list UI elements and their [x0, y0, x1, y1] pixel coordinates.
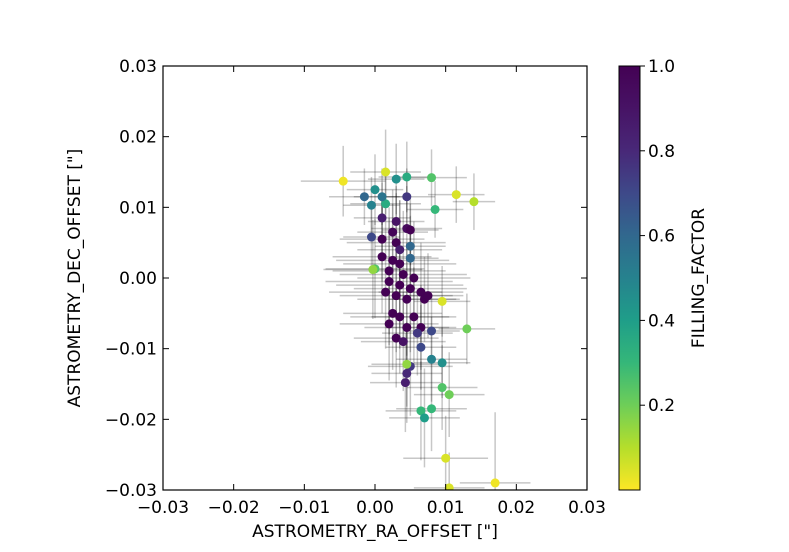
scatter-point [469, 197, 479, 207]
x-axis: −0.03 −0.02 −0.01 0.00 0.01 0.02 0.03 [137, 66, 606, 518]
scatter-point [405, 225, 415, 235]
y-tick-label: 0.02 [119, 128, 157, 148]
scatter-point [430, 204, 440, 214]
scatter-point [402, 322, 412, 332]
scatter-point [388, 255, 398, 265]
scatter-point [377, 213, 387, 223]
y-tick-label: 0.01 [119, 198, 157, 218]
y-tick-label: −0.02 [105, 410, 157, 430]
scatter-point [402, 294, 412, 304]
scatter-point [416, 342, 426, 352]
scatter-point [398, 269, 408, 279]
colorbar-tick-label: 0.2 [648, 396, 675, 416]
scatter-point [366, 200, 376, 210]
x-tick-label: 0.00 [356, 498, 394, 518]
scatter-point [368, 265, 378, 275]
y-tick-label: 0.00 [119, 269, 157, 289]
scatter-point [402, 368, 412, 378]
scatter-point [391, 174, 401, 184]
scatter-point [377, 234, 387, 244]
scatter-point [441, 453, 451, 463]
scatter-point [384, 319, 394, 329]
scatter-point [395, 280, 405, 290]
scatter-point [400, 378, 410, 388]
scatter-point [402, 192, 412, 202]
scatter-point [359, 192, 369, 202]
scatter-point [395, 259, 405, 269]
x-tick-label: −0.01 [278, 498, 330, 518]
scatter-point [444, 390, 454, 400]
colorbar-tick-label: 1.0 [648, 57, 675, 77]
scatter-point [427, 326, 437, 336]
scatter-point [395, 245, 405, 255]
scatter-point [427, 354, 437, 364]
scatter-point [462, 324, 472, 334]
colorbar-label: FILLING_FACTOR [689, 208, 709, 348]
scatter-point [402, 172, 412, 182]
x-tick-label: 0.01 [427, 498, 465, 518]
scatter-point [391, 333, 401, 343]
scatter-point [427, 173, 437, 183]
colorbar-tick-label: 0.4 [648, 311, 675, 331]
scatter-point [437, 296, 447, 306]
scatter-point [405, 253, 415, 263]
scatter-point [423, 291, 433, 301]
scatter-point [391, 216, 401, 226]
x-tick-label: −0.03 [137, 498, 189, 518]
x-tick-label: −0.02 [208, 498, 260, 518]
scatter-point [391, 291, 401, 301]
colorbar-tick-label: 0.8 [648, 142, 675, 162]
scatter-point [377, 252, 387, 262]
x-tick-label: 0.02 [497, 498, 535, 518]
scatter-point [381, 287, 391, 297]
scatter-points [338, 167, 500, 490]
scatter-point [427, 404, 437, 414]
scatter-point [416, 287, 426, 297]
colorbar-ticks: 0.2 0.4 0.6 0.8 1.0 [640, 57, 675, 416]
error-bars [300, 129, 531, 490]
scatter-point [419, 413, 429, 423]
scatter-point [366, 232, 376, 242]
scatter-point [437, 358, 447, 368]
scatter-point [388, 227, 398, 237]
scatter-point [370, 185, 380, 195]
y-axis-label: ASTROMETRY_DEC_OFFSET ["] [65, 149, 85, 408]
scatter-point [388, 308, 398, 318]
scatter-point [405, 284, 415, 294]
y-tick-label: −0.01 [105, 340, 157, 360]
scatter-point [384, 277, 394, 287]
scatter-point [381, 167, 391, 177]
y-tick-label: 0.03 [119, 57, 157, 77]
scatter-point [409, 273, 419, 283]
scatter-point [490, 478, 500, 488]
x-axis-label: ASTROMETRY_RA_OFFSET ["] [252, 522, 498, 542]
x-tick-label: 0.03 [568, 498, 606, 518]
scatter-point [381, 199, 391, 209]
y-axis: −0.03 −0.02 −0.01 0.00 0.01 0.02 0.03 [105, 57, 587, 501]
scatter-point [391, 238, 401, 248]
colorbar [618, 65, 641, 491]
scatter-point [395, 312, 405, 322]
scatter-point [416, 406, 426, 416]
y-tick-label: −0.03 [105, 481, 157, 501]
scatter-point [437, 383, 447, 393]
scatter-point [402, 359, 412, 369]
scatter-point [405, 241, 415, 251]
scatter-point [398, 337, 408, 347]
scatter-point [444, 483, 454, 490]
scatter-point [377, 192, 387, 202]
scatter-point [409, 312, 419, 322]
scatter-point [451, 190, 461, 200]
scatter-point [384, 266, 394, 276]
colorbar-tick-label: 0.6 [648, 227, 675, 247]
scatter-point [338, 176, 348, 186]
scatter-point [412, 328, 422, 338]
